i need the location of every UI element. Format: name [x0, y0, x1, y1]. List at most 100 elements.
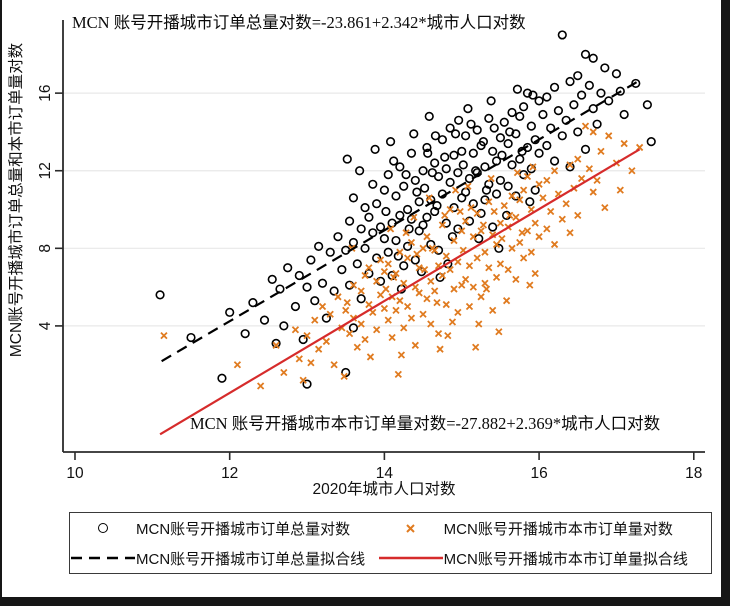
x-marker	[353, 343, 361, 351]
circle-marker	[588, 53, 598, 63]
circle-marker	[488, 222, 498, 232]
x-marker	[233, 361, 242, 369]
x-marker	[628, 167, 636, 175]
y-axis-title: MCN账号开播城市订单总量和本市订单量对数	[7, 42, 25, 357]
x-marker	[403, 302, 412, 311]
circle-marker	[427, 168, 437, 178]
circle-marker	[530, 185, 540, 195]
circle-marker	[298, 334, 308, 345]
legend-entry-local-fit-line: MCN账号开播城市本市订单量拟合线	[378, 543, 711, 573]
circle-marker	[279, 321, 289, 331]
x-marker	[361, 335, 369, 344]
x-marker	[427, 320, 435, 328]
circle-marker	[410, 175, 420, 186]
circle-marker	[424, 111, 434, 122]
circle-marker	[372, 253, 382, 263]
circle-marker	[588, 104, 598, 114]
circle-marker	[484, 113, 494, 123]
x-tick-label: 10	[66, 465, 84, 482]
x-marker	[581, 122, 590, 130]
x-marker	[543, 225, 551, 233]
x-marker	[388, 333, 396, 342]
circle-marker	[584, 80, 594, 90]
x-marker	[446, 205, 454, 214]
circle-marker	[240, 329, 250, 339]
circle-marker	[569, 100, 579, 110]
x-marker	[380, 304, 389, 313]
x-marker	[334, 293, 342, 301]
circle-marker	[391, 235, 401, 246]
circle-marker	[580, 49, 591, 59]
circle-marker	[577, 90, 587, 100]
x-marker	[550, 240, 559, 249]
circle-marker	[445, 177, 455, 187]
x-marker	[446, 266, 454, 274]
circle-marker	[375, 222, 386, 232]
circle-marker	[526, 121, 536, 131]
y-tick-label: 16	[37, 85, 54, 102]
circle-marker	[573, 71, 583, 81]
legend-entry-local-orders: MCN账号开播城市本市订单量对数	[378, 513, 711, 543]
x-marker	[357, 320, 365, 328]
circle-marker	[368, 228, 378, 238]
circle-marker	[348, 237, 359, 248]
x-marker	[558, 215, 566, 223]
circle-marker	[596, 88, 606, 98]
x-marker	[482, 285, 491, 293]
x-marker	[448, 318, 457, 326]
x-marker	[461, 275, 470, 283]
x-marker	[373, 277, 381, 285]
x-marker	[481, 248, 489, 256]
circle-marker	[155, 290, 165, 300]
x-marker	[616, 186, 624, 194]
circle-marker	[437, 135, 447, 145]
x-marker	[330, 361, 338, 369]
circle-marker	[402, 241, 413, 251]
circle-marker	[395, 210, 405, 220]
circle-marker	[410, 255, 420, 265]
circle-marker	[611, 69, 622, 79]
circle-marker	[528, 90, 538, 100]
x-marker	[396, 248, 404, 256]
x-marker	[454, 258, 462, 266]
circle-marker	[317, 278, 328, 288]
circle-marker	[321, 313, 331, 323]
circle-marker	[368, 179, 378, 189]
x-marker	[419, 310, 427, 318]
x-marker	[427, 277, 435, 285]
x-marker	[322, 337, 331, 346]
x-marker	[512, 213, 520, 221]
x-marker	[513, 169, 522, 177]
circle-marker	[352, 259, 362, 269]
circle-marker	[468, 199, 478, 209]
circle-marker	[450, 129, 461, 139]
circle-marker	[615, 86, 625, 96]
circle-marker	[348, 193, 359, 203]
x-marker	[508, 192, 516, 200]
circle-marker	[458, 160, 468, 170]
x-marker	[485, 198, 493, 206]
x-marker	[467, 203, 475, 212]
x-marker	[438, 271, 447, 280]
circle-marker	[519, 102, 529, 112]
x-marker	[394, 370, 402, 379]
circle-marker	[401, 170, 411, 180]
circle-marker	[302, 379, 312, 389]
circle-marker	[542, 92, 552, 102]
circle-marker	[441, 218, 451, 228]
circle-marker	[646, 137, 656, 147]
x-marker	[516, 238, 524, 247]
x-marker	[441, 211, 449, 219]
solid-fit-line	[159, 148, 641, 436]
circle-marker	[348, 323, 359, 333]
x-marker	[425, 194, 433, 202]
x-marker	[527, 248, 535, 256]
x-marker	[519, 186, 528, 194]
circle-marker	[406, 148, 417, 158]
legend: MCN账号开播城市订单总量对数 MCN账号开播城市本市订单量对数 MCN账号开播…	[69, 512, 712, 574]
circle-marker	[402, 204, 413, 215]
x-marker	[402, 229, 410, 237]
x-marker	[345, 330, 354, 338]
circle-marker	[466, 119, 476, 129]
x-marker	[420, 266, 429, 274]
